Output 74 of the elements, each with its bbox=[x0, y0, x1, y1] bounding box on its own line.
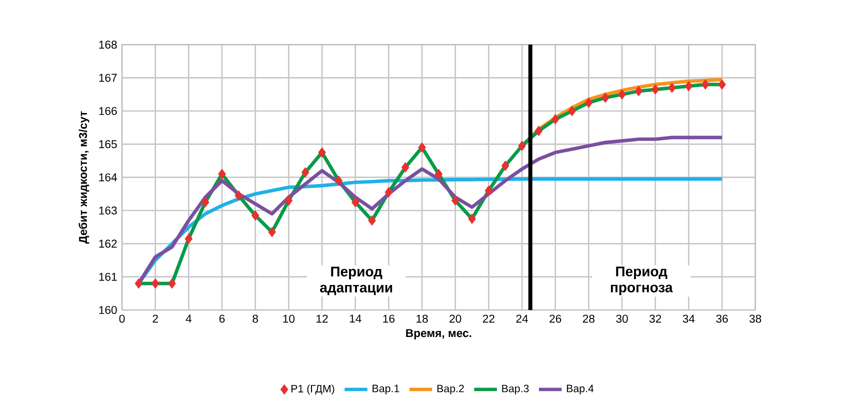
annotation: Период прогноза bbox=[610, 266, 673, 296]
legend-label: Вар.1 bbox=[372, 384, 400, 394]
y-tick-label: 166 bbox=[99, 107, 117, 116]
legend-label: Вар.4 bbox=[566, 384, 594, 394]
legend-label: Р1 (ГДМ) bbox=[291, 384, 334, 395]
y-tick-label: 168 bbox=[99, 40, 117, 49]
point bbox=[234, 190, 243, 201]
y-tick-label: 160 bbox=[99, 306, 117, 314]
y-tick-label: 164 bbox=[99, 173, 117, 182]
legend-label: Вар.2 bbox=[437, 384, 464, 394]
point bbox=[651, 84, 660, 95]
point bbox=[351, 197, 360, 208]
x-tick-label: 0 bbox=[119, 314, 125, 323]
point bbox=[684, 81, 693, 92]
point bbox=[184, 234, 193, 244]
x-tick-label: 2 bbox=[152, 314, 158, 323]
point bbox=[251, 210, 260, 221]
point bbox=[618, 89, 626, 100]
x-tick-label: 34 bbox=[682, 314, 695, 323]
x-tick-label: 12 bbox=[316, 314, 328, 323]
point bbox=[268, 226, 276, 238]
x-tick-label: 32 bbox=[649, 314, 662, 323]
y-tick-label: 162 bbox=[99, 240, 117, 248]
point bbox=[334, 176, 343, 186]
point bbox=[601, 92, 610, 103]
annotation: Период адаптации bbox=[320, 266, 392, 296]
x-tick-label: 4 bbox=[186, 314, 192, 323]
point bbox=[284, 195, 293, 206]
x-tick-label: 22 bbox=[482, 314, 494, 323]
x-tick-label: 38 bbox=[749, 314, 762, 323]
legend-label: Вар.3 bbox=[502, 384, 529, 394]
point bbox=[384, 187, 393, 198]
x-tick-label: 20 bbox=[450, 314, 462, 323]
point bbox=[584, 98, 593, 108]
point bbox=[668, 82, 676, 93]
point bbox=[418, 142, 426, 153]
x-tick-label: 36 bbox=[716, 314, 728, 323]
point bbox=[134, 278, 143, 289]
point bbox=[151, 278, 160, 289]
point bbox=[551, 114, 560, 124]
point bbox=[534, 126, 543, 136]
point bbox=[718, 79, 726, 90]
y-tick-label: 161 bbox=[99, 272, 117, 281]
point bbox=[568, 106, 576, 116]
y-tick-label: 165 bbox=[99, 140, 117, 148]
y-tick-label: 163 bbox=[99, 206, 117, 215]
point bbox=[501, 160, 510, 171]
x-tick-label: 6 bbox=[219, 314, 225, 323]
point bbox=[468, 214, 476, 224]
x-tick-label: 28 bbox=[582, 314, 594, 323]
point bbox=[201, 197, 210, 208]
x-tick-label: 26 bbox=[550, 314, 562, 323]
point bbox=[168, 278, 176, 289]
x-tick-label: 30 bbox=[616, 314, 628, 323]
y-axis-title: Дебит жидкости, м3/сут bbox=[78, 111, 90, 244]
point bbox=[451, 195, 460, 206]
point bbox=[401, 162, 410, 172]
point bbox=[701, 79, 710, 90]
point bbox=[218, 168, 226, 180]
x-axis-title: Время, мес. bbox=[406, 329, 472, 340]
x-tick-label: 8 bbox=[252, 314, 258, 323]
point bbox=[318, 147, 326, 158]
point bbox=[484, 186, 493, 196]
point bbox=[518, 140, 526, 151]
point bbox=[434, 168, 443, 180]
x-tick-label: 18 bbox=[416, 314, 428, 323]
point bbox=[634, 86, 643, 96]
x-tick-label: 16 bbox=[383, 314, 394, 323]
x-tick-label: 14 bbox=[350, 314, 362, 323]
x-tick-label: 10 bbox=[283, 314, 295, 323]
y-tick-label: 167 bbox=[99, 74, 117, 82]
point bbox=[368, 215, 376, 226]
point bbox=[301, 167, 310, 178]
x-tick-label: 24 bbox=[516, 314, 528, 323]
